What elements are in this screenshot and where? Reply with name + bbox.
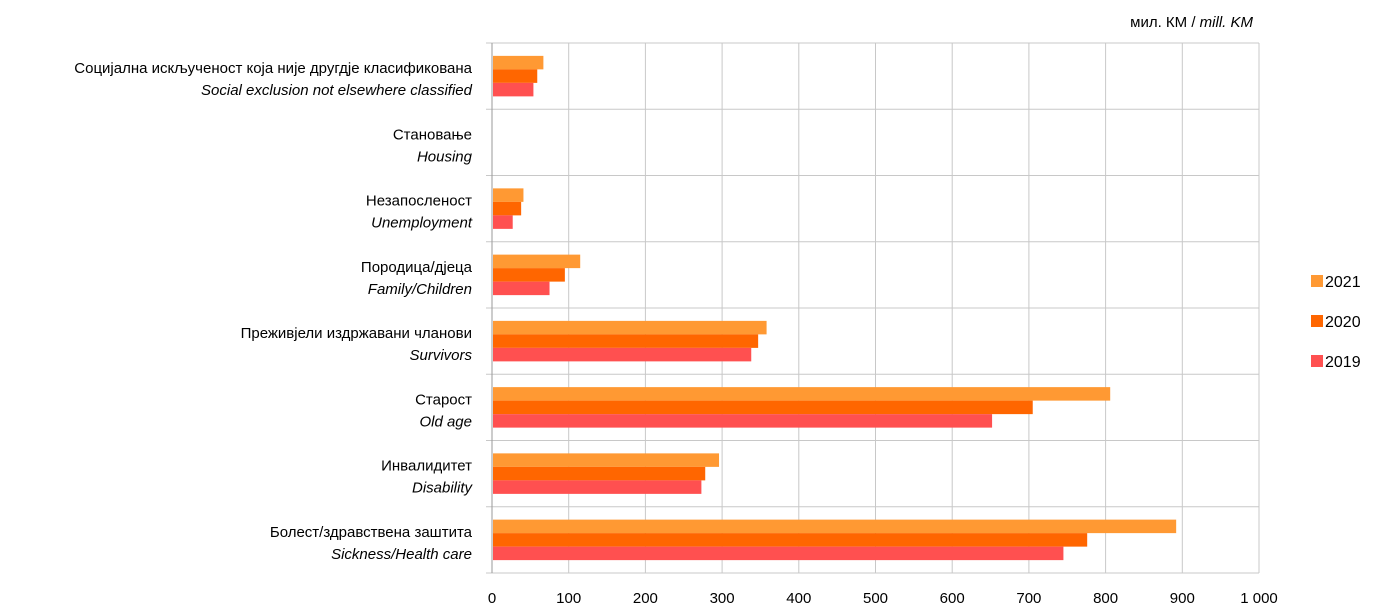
- x-tick-label: 0: [488, 590, 496, 607]
- x-tick-label: 700: [1016, 590, 1041, 607]
- category-label-english: Survivors: [409, 347, 472, 364]
- legend-swatch-2021: [1311, 275, 1323, 287]
- x-tick-label: 800: [1093, 590, 1118, 607]
- category-label-english: Sickness/Health care: [331, 546, 472, 563]
- bar-2021: [493, 188, 524, 202]
- category-label-english: Disability: [412, 480, 474, 497]
- unit-label: мил. КМ / mill. KM: [1130, 14, 1253, 31]
- bar-2021: [493, 320, 767, 335]
- category-label-english: Unemployment: [371, 215, 473, 232]
- bar-2021: [493, 55, 544, 70]
- x-tick-label: 900: [1170, 590, 1195, 607]
- bar-2021: [493, 519, 1177, 534]
- bar-2020: [493, 201, 522, 216]
- category-label-english: Old age: [419, 413, 472, 430]
- category-label-english: Housing: [417, 148, 473, 165]
- category-label-local: Болест/здравствена заштита: [270, 524, 473, 541]
- category-label-local: Преживјели издржавани чланови: [241, 325, 472, 342]
- bar-2020: [493, 334, 759, 348]
- x-tick-label: 400: [786, 590, 811, 607]
- bar-2020: [493, 533, 1088, 547]
- unit-label-english: mill. KM: [1199, 14, 1253, 31]
- x-tick-label: 300: [710, 590, 735, 607]
- legend-label-2021: 2021: [1325, 274, 1361, 291]
- x-tick-label: 1 000: [1240, 590, 1278, 607]
- unit-label-local: мил. КМ /: [1130, 14, 1200, 31]
- category-label-local: Инвалидитет: [381, 458, 472, 475]
- bar-2019: [493, 215, 513, 229]
- legend-swatch-2019: [1311, 355, 1323, 367]
- bar-2020: [493, 400, 1033, 415]
- legend-label-2019: 2019: [1325, 354, 1361, 371]
- category-label-local: Породица/дјеца: [361, 259, 473, 276]
- bar-2019: [493, 414, 993, 428]
- bar-2019: [493, 347, 752, 362]
- x-tick-label: 200: [633, 590, 658, 607]
- x-tick-label: 500: [863, 590, 888, 607]
- legend-swatch-2020: [1311, 315, 1323, 327]
- category-label-english: Family/Children: [368, 281, 472, 298]
- bar-2021: [493, 453, 720, 467]
- bar-2019: [493, 82, 534, 97]
- bar-2020: [493, 466, 706, 481]
- x-tick-label: 600: [940, 590, 965, 607]
- x-tick-label: 100: [556, 590, 581, 607]
- category-label-english: Social exclusion not elsewhere classifie…: [201, 82, 473, 99]
- bar-2020: [493, 268, 565, 282]
- bar-2020: [493, 69, 538, 83]
- bar-2019: [493, 480, 702, 494]
- category-label-local: Старост: [415, 391, 472, 408]
- category-label-local: Социјална искљученост која није другдје …: [74, 60, 472, 77]
- category-label-local: Становање: [393, 126, 472, 143]
- legend-label-2020: 2020: [1325, 314, 1361, 331]
- bar-2021: [493, 387, 1111, 401]
- bar-2019: [493, 281, 550, 296]
- bar-2021: [493, 254, 581, 269]
- category-label-local: Незапосленост: [366, 193, 472, 210]
- bar-2019: [493, 546, 1064, 561]
